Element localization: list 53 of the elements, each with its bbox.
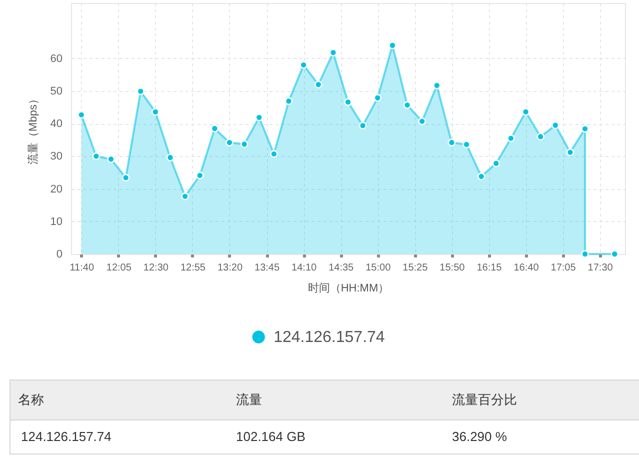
text: 流量 bbox=[236, 392, 262, 407]
y-tick-label: 30 bbox=[50, 150, 62, 163]
point bbox=[507, 134, 515, 142]
point bbox=[92, 152, 100, 160]
x-tick-label: 16:15 bbox=[476, 262, 502, 274]
point bbox=[492, 159, 500, 168]
point bbox=[358, 122, 367, 130]
x-tick-label: 13:45 bbox=[254, 262, 280, 274]
x-axis-title: 时间（HH:MM） bbox=[308, 282, 390, 294]
x-tick-label: 17:05 bbox=[550, 262, 576, 274]
point bbox=[314, 80, 322, 88]
point bbox=[226, 138, 234, 146]
x-tick-label: 14:10 bbox=[292, 262, 318, 274]
text: 名称 bbox=[18, 392, 44, 407]
x-tick-label: 15:50 bbox=[440, 262, 466, 274]
x-tick-label: 12:30 bbox=[143, 262, 169, 274]
x-tick-label: 14:35 bbox=[328, 262, 354, 274]
x-tick-label: 11:40 bbox=[70, 262, 94, 274]
text: 124.126.157.74 bbox=[21, 429, 112, 444]
point bbox=[448, 138, 456, 146]
x-tick-label: 16:40 bbox=[514, 262, 540, 274]
point bbox=[240, 140, 248, 148]
x-tick-label: 15:00 bbox=[366, 262, 392, 274]
point bbox=[610, 250, 619, 258]
point bbox=[418, 117, 426, 126]
point bbox=[122, 174, 130, 182]
point bbox=[566, 148, 574, 156]
point bbox=[270, 150, 278, 158]
y-tick-label: 0 bbox=[56, 248, 62, 260]
point bbox=[462, 140, 470, 148]
y-tick-label: 10 bbox=[50, 216, 62, 228]
point bbox=[166, 154, 174, 162]
point bbox=[477, 172, 486, 180]
point bbox=[536, 132, 544, 141]
y-axis-title: 流量（Mbps） bbox=[26, 94, 40, 164]
legend-label: 124.126.157.74 bbox=[274, 329, 385, 346]
y-tick-label: 60 bbox=[50, 52, 62, 65]
x-tick-label: 12:55 bbox=[180, 262, 206, 274]
point bbox=[344, 98, 352, 106]
text: 36.290 % bbox=[452, 429, 508, 444]
x-tick-label: 12:05 bbox=[106, 262, 132, 274]
point bbox=[107, 155, 115, 164]
y-tick-label: 50 bbox=[50, 86, 62, 98]
x-tick-label: 17:30 bbox=[588, 262, 614, 274]
y-tick-label: 20 bbox=[50, 183, 62, 196]
text: 102.164 GB bbox=[236, 429, 306, 444]
x-tick-label: 13:20 bbox=[217, 262, 243, 274]
text: 流量百分比 bbox=[452, 392, 517, 407]
point bbox=[181, 192, 189, 200]
point bbox=[403, 101, 412, 109]
point bbox=[581, 250, 589, 258]
y-tick-label: 40 bbox=[50, 118, 62, 130]
x-tick-label: 15:25 bbox=[402, 262, 428, 274]
